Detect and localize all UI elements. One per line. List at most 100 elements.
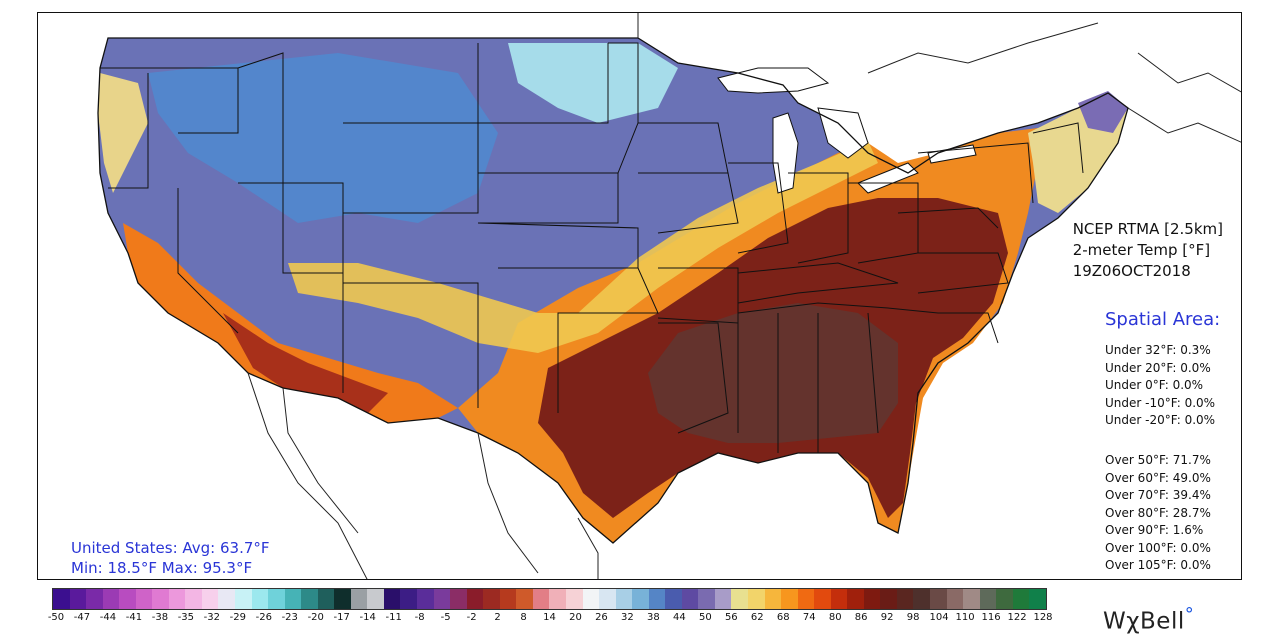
pacific-coast-pale-yellow (98, 73, 148, 193)
colorbar-tick-label: 2 (494, 612, 501, 623)
colorbar-swatch (532, 589, 550, 609)
colorbar-tick-label: 14 (543, 612, 556, 623)
colorbar-swatch (400, 589, 418, 609)
colorbar-swatch (979, 589, 997, 609)
stat-under-0: Under 0°F: 0.0% (1105, 378, 1204, 392)
stat-over-100: Over 100°F: 0.0% (1105, 540, 1211, 555)
transition-yellow-band (288, 141, 878, 353)
stat-under-minus-20: Under -20°F: 0.0% (1105, 413, 1216, 427)
colorbar-swatch (896, 589, 914, 609)
colorbar-swatch (251, 589, 269, 609)
colorbar-tick-label: -17 (333, 612, 350, 623)
colorbar-swatch (913, 589, 930, 609)
colorbar-swatch (615, 589, 633, 609)
colorbar-swatch (847, 589, 864, 609)
colorbar-swatch (1029, 589, 1046, 609)
stat-under-32: Under 32°F: 0.3% (1105, 343, 1211, 357)
state-borders (100, 42, 1084, 453)
colorbar-swatch (549, 589, 566, 609)
neighbor-borders (247, 13, 1241, 579)
hot-zone-brown (648, 303, 898, 443)
stat-over-50: Over 50°F: 71.7% (1105, 453, 1211, 467)
colorbar-swatch (929, 589, 947, 609)
colorbar-tick-label: 62 (750, 612, 764, 623)
lake-superior (717, 67, 830, 94)
lake-huron (817, 107, 869, 159)
colorbar-swatch (863, 589, 881, 609)
colorbar-swatch (69, 589, 87, 609)
colorbar-tick-label: 8 (520, 612, 527, 623)
colorbar-swatch (168, 589, 186, 609)
temperature-map: NCEP RTMA [2.5km] 2-meter Temp [°F] 19Z0… (37, 12, 1242, 580)
under-threshold-list: Under 32°F: 0.3% Under 20°F: 0.0% Under … (1105, 342, 1215, 430)
colorbar-swatch (152, 589, 169, 609)
colorbar-swatch (86, 589, 103, 609)
colorbar-swatch (218, 589, 236, 609)
colorbar-tick-label: 38 (647, 612, 660, 623)
colorbar-swatch (350, 589, 368, 609)
colorbar-tick-label: 98 (906, 612, 920, 623)
product-variable: 2-meter Temp [°F] (1072, 241, 1211, 259)
colorbar-swatch (135, 589, 153, 609)
us-summary: United States: Avg: 63.7°F Min: 18.5°F M… (71, 538, 270, 578)
stat-under-minus-10: Under -10°F: 0.0% (1105, 395, 1216, 410)
colorbar-swatch (781, 589, 798, 609)
colorbar-swatch (814, 589, 831, 609)
colorbar-swatch (996, 589, 1013, 609)
colorbar-tick-label: -8 (414, 612, 425, 623)
colorbar-swatch (963, 589, 980, 609)
colorbar-swatch (648, 589, 666, 609)
colorbar-swatch (284, 589, 302, 609)
colorbar-swatch (433, 589, 451, 609)
temperature-colorbar (52, 588, 1047, 610)
colorbar-swatch (632, 589, 649, 609)
colorbar-swatch (383, 589, 401, 609)
stat-under-20: Under 20°F: 0.0% (1105, 360, 1211, 375)
us-coastline (97, 37, 1129, 544)
colorbar-tick-label: 50 (698, 612, 712, 623)
colorbar-swatch (367, 589, 384, 609)
colorbar-tick-label: -38 (151, 612, 169, 623)
stat-over-70: Over 70°F: 39.4% (1105, 488, 1211, 502)
colorbar-swatch (417, 589, 434, 609)
product-valid-time: 19Z06OCT2018 (1072, 262, 1191, 280)
colorbar-tick-label: -41 (125, 612, 143, 623)
colorbar-tick-label: 44 (672, 612, 686, 623)
colorbar-swatch (53, 589, 70, 609)
colorbar-swatch (797, 589, 815, 609)
colorbar-tick-label: 68 (776, 612, 790, 623)
colorbar-tick-label: -26 (255, 612, 272, 623)
product-info: NCEP RTMA [2.5km] 2-meter Temp [°F] 19Z0… (1073, 219, 1223, 282)
colorbar-swatch (946, 589, 964, 609)
us-temperature-map-svg (38, 13, 1241, 579)
colorbar-swatch (499, 589, 517, 609)
colorbar-swatch (731, 589, 748, 609)
colorbar-tick-label: 92 (880, 612, 894, 623)
colorbar-tick-label: -35 (177, 612, 195, 623)
colorbar-swatch (466, 589, 484, 609)
colorbar-tick-label: 122 (1007, 612, 1027, 623)
colorbar-swatch (268, 589, 285, 609)
stat-over-90: Over 90°F: 1.6% (1105, 523, 1204, 537)
colorbar-swatch (582, 589, 600, 609)
colorbar-tick-label: -5 (440, 612, 451, 623)
colorbar-tick-label: -2 (466, 612, 477, 623)
product-model: NCEP RTMA [2.5km] (1072, 220, 1223, 238)
colorbar-swatch (185, 589, 202, 609)
colorbar-swatch (102, 589, 120, 609)
colorbar-tick-label: -23 (281, 612, 298, 623)
colorbar-tick-label: -47 (73, 612, 91, 623)
colorbar-tick-label: -14 (359, 612, 376, 623)
colorbar-swatch (1012, 589, 1030, 609)
weatherbell-logo: WχBell° (1103, 604, 1194, 635)
southwest-very-hot (223, 313, 388, 413)
stat-over-60: Over 60°F: 49.0% (1105, 470, 1211, 485)
logo-mark: ° (1184, 604, 1195, 625)
colorbar-swatch (516, 589, 533, 609)
colorbar-swatch (334, 589, 351, 609)
colorbar-tick-label: -20 (307, 612, 324, 623)
colorbar-tick-label: 80 (828, 612, 842, 623)
colorbar-tick-label: 86 (854, 612, 868, 623)
colorbar-swatch (698, 589, 715, 609)
colorbar-swatch (565, 589, 583, 609)
